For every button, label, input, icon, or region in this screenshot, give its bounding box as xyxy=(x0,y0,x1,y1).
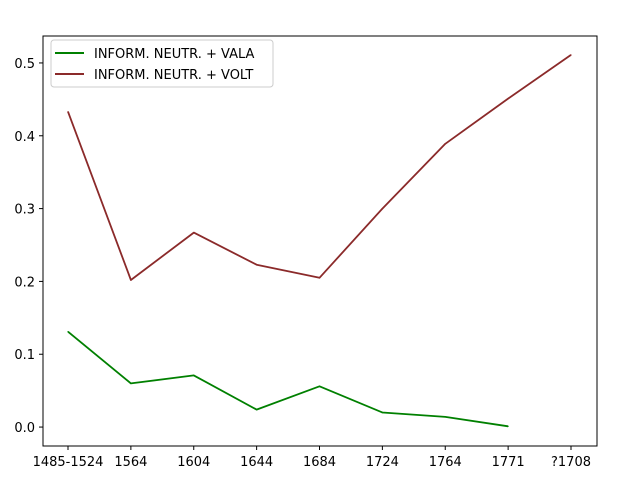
legend: INFORM. NEUTR. + VALA INFORM. NEUTR. + V… xyxy=(50,39,274,88)
x-tick-label: 1485-1524 xyxy=(33,455,104,470)
series-line-vala xyxy=(67,331,509,428)
y-tick-label: 0.3 xyxy=(14,203,35,218)
data-point xyxy=(444,143,446,145)
x-tick-label: 1771 xyxy=(492,455,525,470)
x-tick-label: ?1708 xyxy=(551,455,591,470)
data-point xyxy=(507,425,509,427)
x-axis: 1485-1524 1564 1604 1644 1684 1724 1764 1771 ?17… xyxy=(33,446,591,470)
x-tick-label: 1724 xyxy=(366,455,399,470)
data-point xyxy=(318,277,321,279)
data-point xyxy=(67,111,69,113)
x-tick-label: 1644 xyxy=(240,455,273,470)
data-point xyxy=(318,385,321,387)
y-tick-label: 0.0 xyxy=(14,421,35,436)
x-tick-label: 1764 xyxy=(429,455,462,470)
data-point xyxy=(130,382,132,384)
y-tick-label: 0.4 xyxy=(14,130,35,145)
data-point xyxy=(381,207,383,210)
data-point xyxy=(130,279,132,281)
legend-label-vala: INFORM. NEUTR. + VALA xyxy=(94,47,255,62)
data-point xyxy=(444,416,446,418)
data-point xyxy=(193,374,195,376)
axes-frame xyxy=(42,35,598,447)
plot-area xyxy=(67,54,572,428)
data-point xyxy=(381,411,383,414)
y-axis: 0.0 0.1 0.2 0.3 0.4 0.5 xyxy=(14,57,43,436)
data-point xyxy=(256,264,258,266)
data-point xyxy=(193,232,195,234)
y-tick-label: 0.2 xyxy=(14,275,35,290)
x-tick-label: 1604 xyxy=(177,455,210,470)
legend-box xyxy=(50,39,274,88)
legend-label-volt: INFORM. NEUTR. + VOLT xyxy=(94,68,253,83)
x-tick-label: 1564 xyxy=(114,455,147,470)
data-point xyxy=(507,98,509,100)
data-point xyxy=(570,54,572,56)
data-point xyxy=(256,408,258,411)
y-tick-label: 0.1 xyxy=(14,348,35,363)
x-tick-label: 1684 xyxy=(303,455,336,470)
data-point xyxy=(67,331,69,333)
y-tick-label: 0.5 xyxy=(14,57,35,72)
